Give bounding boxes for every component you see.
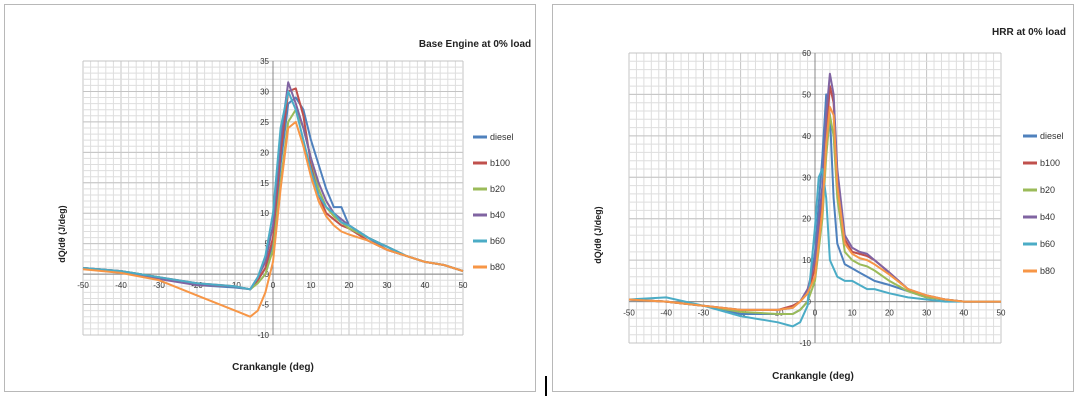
series-line-b80 (82, 120, 464, 318)
y-tick-label: 35 (260, 57, 269, 66)
y-tick-label: 30 (260, 87, 269, 96)
chart-title: Base Engine at 0% load (419, 39, 531, 50)
legend-label-b80: b80 (490, 262, 505, 272)
y-tick-label: -5 (262, 301, 270, 310)
x-tick-label: -30 (153, 281, 165, 290)
x-tick-label: -40 (660, 309, 672, 318)
x-axis-label: Crankangle (deg) (772, 371, 854, 382)
x-tick-label: 20 (345, 281, 354, 290)
x-tick-label: 30 (383, 281, 392, 290)
x-tick-label: -40 (115, 281, 127, 290)
y-tick-label: 25 (260, 118, 269, 127)
x-tick-label: 50 (459, 281, 468, 290)
legend-label-b40: b40 (1040, 212, 1055, 222)
y-tick-label: 0 (807, 298, 812, 307)
x-tick-label: -50 (623, 309, 635, 318)
chart-panel-base-engine: Base Engine at 0% load dQ/dθ (J/deg) Cra… (4, 4, 536, 392)
y-tick-label: 15 (260, 179, 269, 188)
x-tick-label: 30 (922, 309, 931, 318)
chart-title: HRR at 0% load (992, 27, 1066, 38)
x-tick-label: 0 (271, 281, 276, 290)
x-tick-label: -30 (698, 309, 710, 318)
legend-label-diesel: diesel (1040, 131, 1064, 141)
x-tick-label: 10 (848, 309, 857, 318)
series-line-b60 (628, 168, 1001, 328)
chart-panel-hrr: HRR at 0% load dQ/dθ (J/deg) Crankangle … (552, 4, 1074, 392)
y-tick-label: 40 (802, 132, 811, 141)
legend-label-b100: b100 (490, 158, 510, 168)
chart-svg-hrr: HRR at 0% load dQ/dθ (J/deg) Crankangle … (593, 27, 1066, 382)
x-tick-label: 0 (813, 309, 818, 318)
x-axis-label: Crankangle (deg) (232, 362, 314, 373)
chart-svg-base-engine: Base Engine at 0% load dQ/dθ (J/deg) Cra… (57, 39, 531, 373)
series-line-b80 (628, 105, 1001, 311)
legend-label-b80: b80 (1040, 266, 1055, 276)
x-tick-label: 40 (959, 309, 968, 318)
x-tick-label: 40 (421, 281, 430, 290)
legend-label-b20: b20 (1040, 185, 1055, 195)
x-tick-label: 10 (307, 281, 316, 290)
y-tick-label: 10 (260, 209, 269, 218)
y-axis-label: dQ/dθ (J/deg) (593, 206, 603, 263)
x-tick-label: 50 (997, 309, 1006, 318)
y-axis-label: dQ/dθ (J/deg) (57, 205, 67, 262)
y-tick-label: -10 (257, 331, 269, 340)
y-tick-label: 20 (260, 148, 269, 157)
legend-label-b20: b20 (490, 184, 505, 194)
series-line-b60 (82, 90, 464, 291)
legend-label-b60: b60 (490, 236, 505, 246)
y-tick-label: 0 (265, 270, 270, 279)
y-tick-label: 30 (802, 173, 811, 182)
legend-label-b100: b100 (1040, 158, 1060, 168)
x-tick-label: -50 (77, 281, 89, 290)
y-tick-label: 60 (802, 49, 811, 58)
x-tick-label: 20 (885, 309, 894, 318)
y-tick-label: -10 (799, 339, 811, 348)
y-tick-label: 50 (802, 90, 811, 99)
legend-label-b60: b60 (1040, 239, 1055, 249)
legend-label-diesel: diesel (490, 132, 514, 142)
y-tick-label: 20 (802, 215, 811, 224)
separator-mark (545, 376, 547, 396)
y-tick-label: 10 (802, 256, 811, 265)
legend-label-b40: b40 (490, 210, 505, 220)
